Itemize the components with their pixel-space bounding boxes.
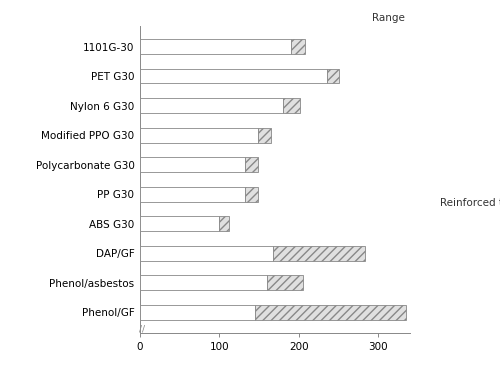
Bar	[274, 246, 364, 260]
Bar	[291, 39, 305, 54]
Bar	[140, 39, 291, 54]
Bar	[140, 187, 245, 202]
Bar	[140, 98, 283, 113]
Bar	[220, 216, 229, 231]
Bar	[255, 305, 406, 320]
Text: Range: Range	[372, 13, 404, 23]
Text: Reinforced types: Reinforced types	[440, 198, 500, 209]
Bar	[140, 246, 274, 260]
Bar	[140, 216, 220, 231]
Bar	[140, 69, 326, 84]
Bar	[140, 157, 245, 172]
Bar	[245, 187, 258, 202]
Bar	[283, 98, 300, 113]
Bar	[140, 128, 258, 142]
Bar	[140, 305, 255, 320]
Bar	[326, 69, 338, 84]
Text: //: //	[138, 324, 144, 334]
Bar	[258, 128, 271, 142]
Bar	[140, 275, 267, 290]
Bar	[245, 157, 258, 172]
Bar	[267, 275, 303, 290]
